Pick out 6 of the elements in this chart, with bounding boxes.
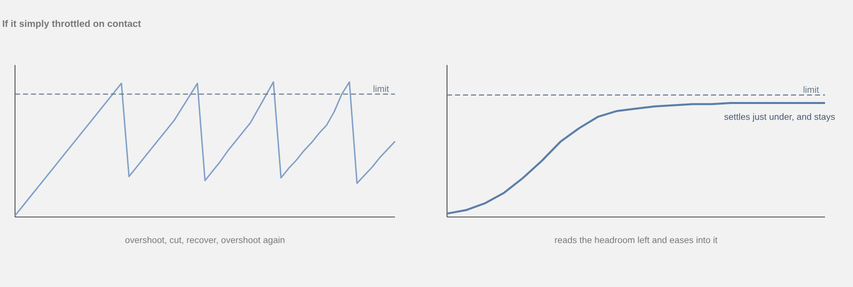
chart-title: If it simply throttled on contact	[2, 20, 141, 29]
ref-line-label: limit	[374, 85, 389, 92]
ref-line-label: limit	[804, 86, 819, 93]
x-axis-title: overshoot, cut, recover, overshoot again	[125, 236, 284, 245]
annotation: settles just under, and stays	[724, 113, 835, 122]
x-axis-title: reads the headroom left and eases into it	[555, 236, 718, 244]
